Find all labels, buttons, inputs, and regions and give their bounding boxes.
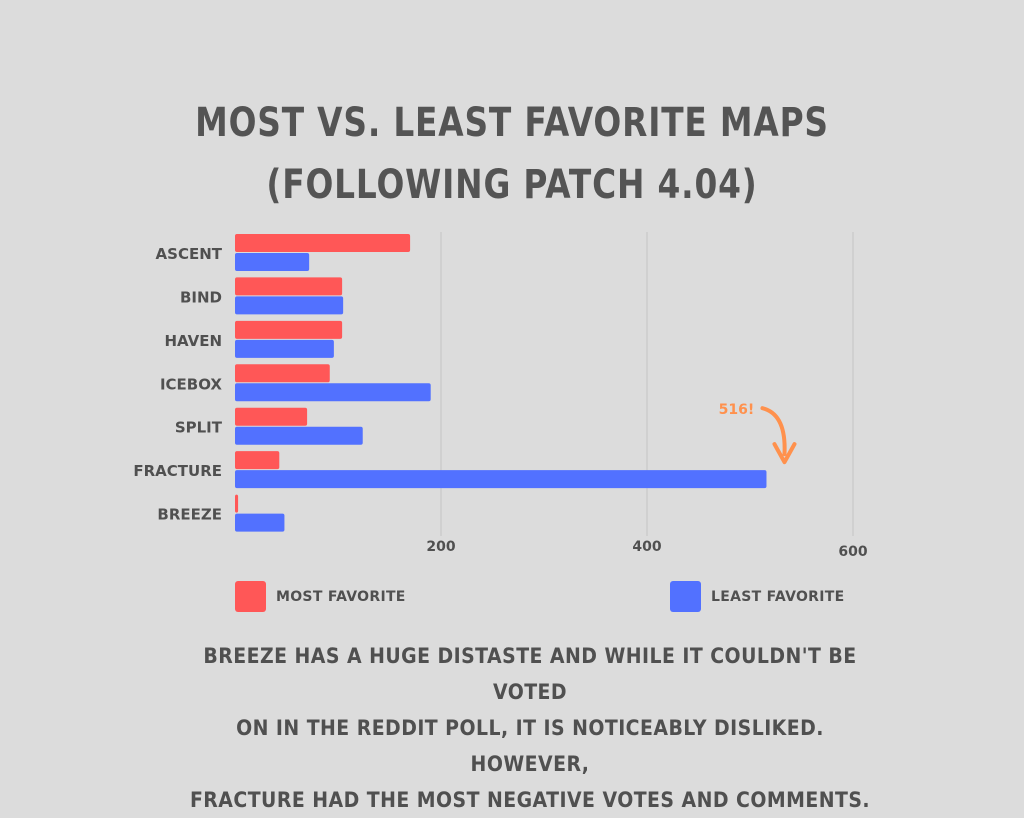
caption-line-1: BREEZE HAS A HUGE DISTASTE AND WHILE IT … <box>203 644 857 704</box>
bar-chart: 200 400 600 ASCENT BIND HAVEN ICEBOX SPLIT FRACT… <box>133 232 868 560</box>
bar-fracture-most <box>235 451 280 470</box>
bar-haven-least <box>235 339 334 358</box>
bar-icebox-least <box>235 383 431 402</box>
category-label: HAVEN <box>164 332 222 350</box>
bar-split-least <box>235 426 363 445</box>
bar-fracture-least <box>235 470 767 489</box>
annotation-arrow <box>760 406 787 457</box>
legend-swatch-most <box>235 581 266 612</box>
category-label: BIND <box>180 288 222 306</box>
caption-line-3: FRACTURE HAD THE MOST NEGATIVE VOTES AND… <box>189 788 871 812</box>
x-tick-label: 400 <box>632 539 661 555</box>
legend-label-least: LEAST FAVORITE <box>711 588 845 605</box>
bar-breeze-most <box>235 494 239 513</box>
legend-label-most: MOST FAVORITE <box>276 588 406 605</box>
annotation-label: 516! <box>719 402 755 418</box>
bar-icebox-most <box>235 364 330 383</box>
bar-haven-most <box>235 320 343 339</box>
annotation-arrowhead <box>772 442 797 465</box>
bar-breeze-least <box>235 513 285 532</box>
bar-bind-most <box>235 277 343 296</box>
caption-line-2: ON IN THE REDDIT POLL, IT IS NOTICEABLY … <box>236 716 824 776</box>
title-line-2: (FOLLOWING PATCH 4.04) <box>266 162 758 208</box>
category-label: SPLIT <box>175 419 223 437</box>
category-label: FRACTURE <box>133 462 222 480</box>
chart-title: MOST VS. LEAST FAVORITE MAPS (FOLLOWING … <box>0 92 1024 216</box>
bar-bind-least <box>235 296 344 315</box>
caption-text: BREEZE HAS A HUGE DISTASTE AND WHILE IT … <box>150 638 910 818</box>
category-label: ASCENT <box>156 245 223 263</box>
legend-most-favorite: MOST FAVORITE <box>235 581 406 612</box>
bar-ascent-least <box>235 253 310 271</box>
category-label: ICEBOX <box>160 375 222 393</box>
x-tick-label: 200 <box>426 539 455 555</box>
bar-split-most <box>235 407 308 426</box>
title-line-1: MOST VS. LEAST FAVORITE MAPS <box>195 100 829 146</box>
x-tick-label: 600 <box>838 544 867 560</box>
legend-least-favorite: LEAST FAVORITE <box>670 581 844 612</box>
bar-ascent-most <box>235 234 411 252</box>
legend-swatch-least <box>670 581 701 612</box>
category-label: BREEZE <box>157 506 222 524</box>
